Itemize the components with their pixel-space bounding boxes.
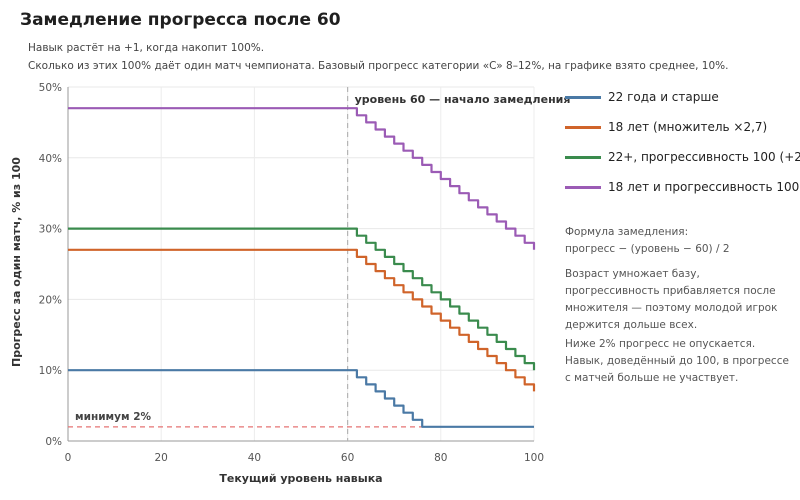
subtitle-line-2: Сколько из этих 100% даёт один матч чемп… [28, 60, 729, 72]
y-axis-label: Прогресс за один матч, % из 100 [10, 157, 23, 367]
series-line [68, 107, 536, 250]
series-lines [68, 107, 536, 428]
x-tick-label: 40 [248, 452, 261, 464]
legend-label: 22 года и старше [608, 90, 719, 104]
legend-swatch [565, 126, 601, 129]
annotations: уровень 60 — начало замедления минимум 2% [68, 87, 570, 441]
minimum-note: Ниже 2% прогресс не опускается. Навык, д… [565, 338, 789, 384]
x-tick-label: 80 [434, 452, 447, 464]
slowdown-start-label: уровень 60 — начало замедления [355, 93, 571, 106]
legend-label: 22+, прогрессивность 100 (+20) [608, 150, 800, 164]
legend-swatch [565, 156, 601, 159]
x-tick-label: 100 [524, 452, 544, 464]
x-axis-label: Текущий уровень навыка [219, 472, 382, 485]
legend-label: 18 лет (множитель ×2,7) [608, 120, 768, 134]
series-line [68, 227, 536, 371]
series-line [68, 248, 536, 392]
legend-swatch [565, 186, 601, 189]
page-title: Замедление прогресса после 60 [20, 10, 341, 30]
legend-swatch [565, 96, 601, 99]
grid [68, 86, 535, 441]
formula-line-2: прогресс − (уровень − 60) / 2 [565, 243, 730, 255]
legend-label: 18 лет и прогрессивность 100 [608, 180, 800, 194]
x-tick-label: 0 [65, 452, 72, 464]
y-tick-label: 0% [45, 436, 62, 448]
formula-line-1: Формула замедления: [565, 226, 689, 238]
x-tick-label: 60 [341, 452, 354, 464]
y-tick-label: 50% [39, 82, 62, 94]
y-tick-label: 30% [39, 224, 62, 236]
series-line [68, 369, 534, 428]
axes: 0% 10% 20% 30% 40% 50% 0 20 40 60 80 100 [39, 82, 544, 464]
y-tick-label: 40% [39, 153, 62, 165]
formula-note: Формула замедления: прогресс − (уровень … [565, 224, 790, 258]
y-tick-label: 20% [39, 294, 62, 306]
age-note: Возраст умножает базу, прогрессивность п… [565, 268, 778, 331]
minimum-label: минимум 2% [75, 411, 152, 423]
x-tick-label: 20 [155, 452, 168, 464]
subtitle-line-1: Навык растёт на +1, когда накопит 100%. [28, 42, 265, 54]
y-tick-label: 10% [39, 365, 62, 377]
